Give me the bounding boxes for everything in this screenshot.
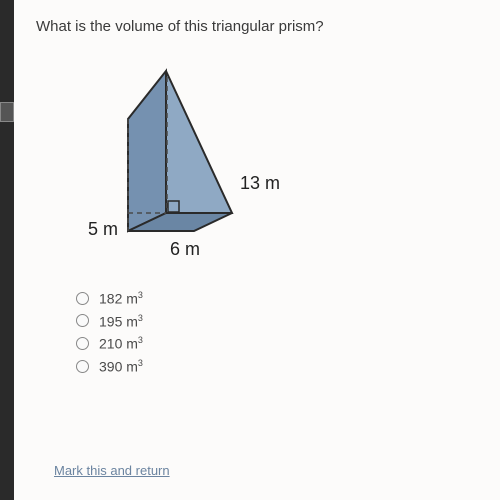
- answer-label: 195 m3: [99, 313, 143, 330]
- question-text: What is the volume of this triangular pr…: [36, 18, 478, 35]
- prism-front-face: [166, 71, 232, 213]
- edge-icon: [0, 102, 14, 122]
- prism-figure: 13 m 5 m 6 m: [72, 63, 332, 268]
- label-height: 13 m: [240, 173, 280, 193]
- answer-option[interactable]: 195 m3: [76, 313, 478, 330]
- answer-label: 182 m3: [99, 290, 143, 307]
- answer-option[interactable]: 210 m3: [76, 335, 478, 352]
- radio-icon[interactable]: [76, 337, 89, 350]
- question-page: What is the volume of this triangular pr…: [14, 0, 500, 500]
- radio-icon[interactable]: [76, 292, 89, 305]
- photo-edge-strip: [0, 0, 14, 500]
- mark-return-link[interactable]: Mark this and return: [54, 463, 170, 478]
- prism-top-face: [128, 71, 166, 231]
- label-depth: 5 m: [88, 219, 118, 239]
- answer-option[interactable]: 390 m3: [76, 358, 478, 375]
- answer-options: 182 m3 195 m3 210 m3 390 m3: [76, 290, 478, 375]
- answer-option[interactable]: 182 m3: [76, 290, 478, 307]
- answer-label: 210 m3: [99, 335, 143, 352]
- radio-icon[interactable]: [76, 314, 89, 327]
- radio-icon[interactable]: [76, 360, 89, 373]
- label-base: 6 m: [170, 239, 200, 259]
- answer-label: 390 m3: [99, 358, 143, 375]
